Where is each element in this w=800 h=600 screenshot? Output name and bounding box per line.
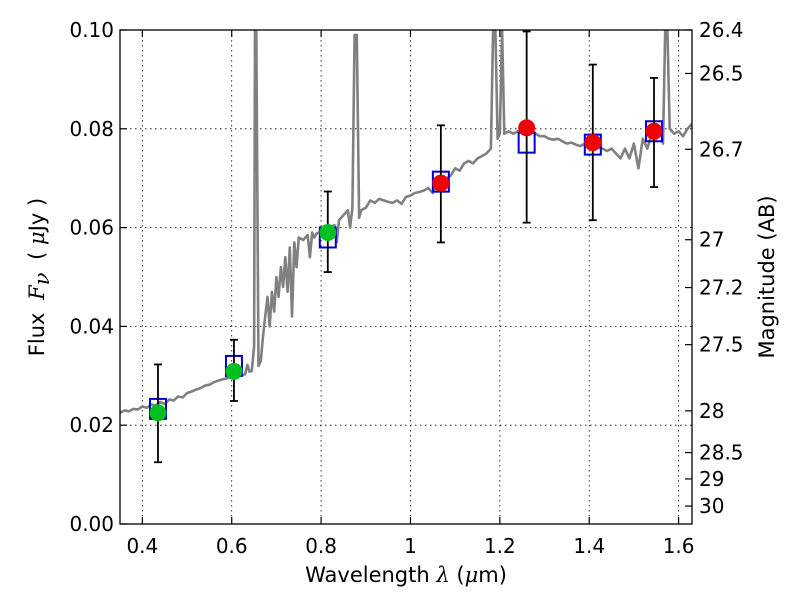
x-axis-label: Wavelength λ (μm): [305, 563, 507, 587]
plot-area: [120, 30, 692, 464]
data-point: [149, 404, 167, 422]
x-axis-label-units-open: (: [456, 563, 464, 587]
y2-tick-label: 28.5: [699, 441, 744, 465]
y2-tick-label: 30: [699, 494, 724, 518]
y-axis-label-subscript: ν: [30, 272, 54, 285]
x-tick-label: 0.6: [216, 534, 248, 558]
y2-tick-label: 28: [699, 399, 724, 423]
y-axis-label-units-mu: μ: [25, 231, 49, 245]
y-axis-label-units-open: (: [25, 252, 49, 260]
data-point: [225, 362, 243, 380]
ticks: 0.4 0.6 0.8 1 1.2 1.4 1.6 0.00 0.02 0.04 0.06 0.08 0…: [69, 18, 743, 558]
y-axis-label-prefix: Flux: [25, 313, 49, 357]
y-tick-label: 0.08: [69, 117, 114, 141]
y-axis-label-symbol: F: [25, 284, 49, 301]
y-tick-label: 0.10: [69, 18, 114, 42]
plot-content: [120, 30, 692, 464]
data-point: [432, 174, 450, 192]
data-point: [518, 119, 536, 137]
data-point: [584, 134, 602, 152]
x-tick-label: 0.8: [305, 534, 337, 558]
y2-tick-label: 27.2: [699, 276, 744, 300]
y2-tick-label: 26.5: [699, 61, 744, 85]
x-axis-label-units-rest: m): [478, 563, 507, 587]
y2-tick-label: 26.7: [699, 137, 744, 161]
y2-tick-label: 27: [699, 228, 724, 252]
plot-frame: [119, 29, 693, 525]
y-tick-label: 0.04: [69, 314, 114, 338]
y2-axis-label: Magnitude (AB): [755, 195, 779, 358]
x-tick-label: 1.4: [573, 534, 605, 558]
x-axis-label-symbol: λ: [435, 563, 449, 587]
data-point: [645, 122, 663, 140]
y-tick-label: 0.00: [69, 512, 114, 536]
x-axis-label-units-mu: μ: [465, 563, 479, 587]
y-axis-label: Flux Fν ( μJy ): [25, 198, 54, 356]
x-axis-label-prefix: Wavelength: [305, 563, 430, 587]
y-axis-label-units-rest: Jy ): [25, 198, 49, 234]
data-point: [319, 224, 337, 242]
x-tick-label: 1.6: [663, 534, 695, 558]
x-tick-label: 1.2: [484, 534, 516, 558]
y2-tick-label: 27.5: [699, 333, 744, 357]
x-tick-label: 0.4: [126, 534, 158, 558]
y2-tick-label: 29: [699, 467, 724, 491]
x-tick-label: 1: [404, 534, 417, 558]
y-tick-label: 0.02: [69, 413, 114, 437]
y2-tick-label: 26.4: [699, 18, 744, 42]
y-tick-label: 0.06: [69, 216, 114, 240]
